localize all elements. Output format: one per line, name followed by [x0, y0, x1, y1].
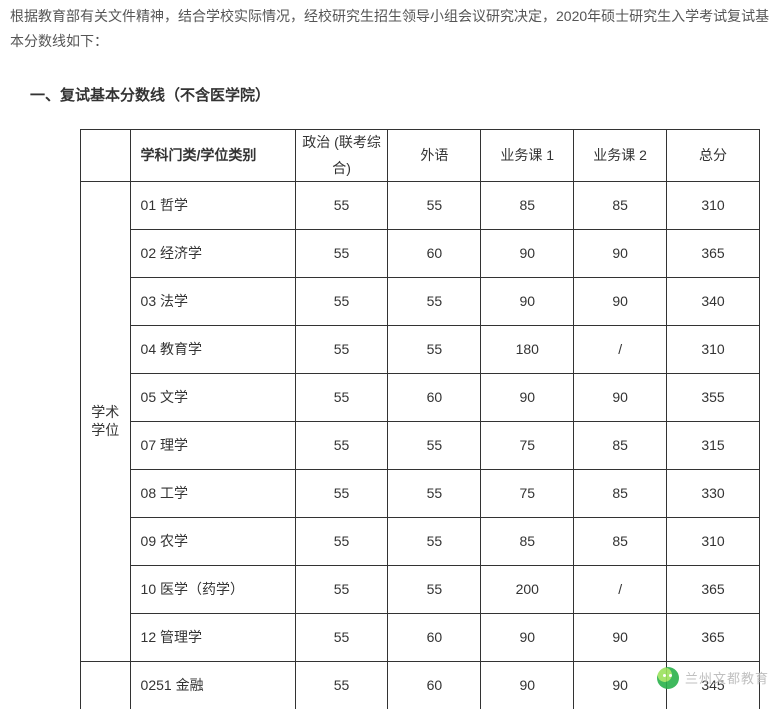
cell-total: 365: [667, 613, 760, 661]
cell-course2: 90: [574, 229, 667, 277]
cell-course1: 90: [481, 277, 574, 325]
header-course1: 业务课 1: [481, 130, 574, 181]
cell-subject: 05 文学: [130, 373, 295, 421]
category-label-line1: 学术: [91, 403, 119, 421]
cell-course1: 90: [481, 661, 574, 709]
cell-subject: 07 理学: [130, 421, 295, 469]
cell-foreign: 55: [388, 565, 481, 613]
cell-politics: 55: [295, 277, 388, 325]
header-foreign: 外语: [388, 130, 481, 181]
cell-total: 310: [667, 517, 760, 565]
cell-course2: 90: [574, 613, 667, 661]
cell-total: 365: [667, 565, 760, 613]
cell-total: 340: [667, 277, 760, 325]
cell-course2: 90: [574, 373, 667, 421]
header-blank: [81, 130, 131, 181]
cell-foreign: 60: [388, 613, 481, 661]
cell-subject: 04 教育学: [130, 325, 295, 373]
header-subject: 学科门类/学位类别: [130, 130, 295, 181]
cell-subject: 10 医学（药学）: [130, 565, 295, 613]
category-label-line2: 学位: [91, 421, 119, 439]
cell-politics: 55: [295, 565, 388, 613]
cell-politics: 55: [295, 181, 388, 229]
category-cell-second: [81, 661, 131, 709]
cell-foreign: 55: [388, 277, 481, 325]
cell-politics: 55: [295, 229, 388, 277]
cell-course2: 85: [574, 517, 667, 565]
cell-course1: 180: [481, 325, 574, 373]
score-table-wrap: 学科门类/学位类别 政治 (联考综合) 外语 业务课 1 业务课 2 总分 学术…: [0, 129, 781, 709]
table-header-row: 学科门类/学位类别 政治 (联考综合) 外语 业务课 1 业务课 2 总分: [81, 130, 760, 181]
table-row: 10 医学（药学）5555200/365: [81, 565, 760, 613]
intro-paragraph: 根据教育部有关文件精神，结合学校实际情况，经校研究生招生领导小组会议研究决定，2…: [0, 0, 781, 64]
cell-subject: 01 哲学: [130, 181, 295, 229]
cell-course2: 90: [574, 661, 667, 709]
header-total: 总分: [667, 130, 760, 181]
cell-course2: 85: [574, 181, 667, 229]
cell-total: 310: [667, 325, 760, 373]
cell-foreign: 55: [388, 421, 481, 469]
header-course2: 业务课 2: [574, 130, 667, 181]
cell-course2: 90: [574, 277, 667, 325]
cell-foreign: 55: [388, 469, 481, 517]
cell-total: 330: [667, 469, 760, 517]
cell-politics: 55: [295, 373, 388, 421]
cell-foreign: 55: [388, 325, 481, 373]
header-politics: 政治 (联考综合): [295, 130, 388, 181]
table-row: 09 农学55558585310: [81, 517, 760, 565]
cell-total: 310: [667, 181, 760, 229]
cell-foreign: 60: [388, 229, 481, 277]
cell-politics: 55: [295, 325, 388, 373]
cell-course2: 85: [574, 469, 667, 517]
cell-foreign: 60: [388, 661, 481, 709]
category-cell-academic: 学术学位: [81, 181, 131, 661]
table-body: 学术学位01 哲学5555858531002 经济学5560909036503 …: [81, 181, 760, 709]
cell-subject: 08 工学: [130, 469, 295, 517]
cell-course2: /: [574, 325, 667, 373]
cell-total: 345: [667, 661, 760, 709]
cell-subject: 03 法学: [130, 277, 295, 325]
cell-course1: 90: [481, 373, 574, 421]
table-row: 07 理学55557585315: [81, 421, 760, 469]
table-row: 02 经济学55609090365: [81, 229, 760, 277]
cell-course1: 75: [481, 421, 574, 469]
cell-course1: 90: [481, 613, 574, 661]
cell-foreign: 60: [388, 373, 481, 421]
score-table: 学科门类/学位类别 政治 (联考综合) 外语 业务课 1 业务课 2 总分 学术…: [80, 129, 760, 709]
cell-course2: 85: [574, 421, 667, 469]
cell-subject: 0251 金融: [130, 661, 295, 709]
cell-politics: 55: [295, 517, 388, 565]
table-row: 04 教育学5555180/310: [81, 325, 760, 373]
cell-politics: 55: [295, 613, 388, 661]
cell-subject: 12 管理学: [130, 613, 295, 661]
cell-subject: 09 农学: [130, 517, 295, 565]
cell-subject: 02 经济学: [130, 229, 295, 277]
table-row: 03 法学55559090340: [81, 277, 760, 325]
cell-total: 355: [667, 373, 760, 421]
table-row: 12 管理学55609090365: [81, 613, 760, 661]
cell-course1: 200: [481, 565, 574, 613]
cell-total: 315: [667, 421, 760, 469]
cell-foreign: 55: [388, 181, 481, 229]
section-title: 一、复试基本分数线（不含医学院）: [0, 64, 781, 129]
cell-course1: 75: [481, 469, 574, 517]
table-row: 学术学位01 哲学55558585310: [81, 181, 760, 229]
cell-total: 365: [667, 229, 760, 277]
cell-politics: 55: [295, 661, 388, 709]
cell-course1: 90: [481, 229, 574, 277]
table-row: 08 工学55557585330: [81, 469, 760, 517]
table-row: 0251 金融55609090345: [81, 661, 760, 709]
cell-politics: 55: [295, 421, 388, 469]
cell-foreign: 55: [388, 517, 481, 565]
cell-course2: /: [574, 565, 667, 613]
cell-course1: 85: [481, 517, 574, 565]
cell-course1: 85: [481, 181, 574, 229]
table-row: 05 文学55609090355: [81, 373, 760, 421]
cell-politics: 55: [295, 469, 388, 517]
